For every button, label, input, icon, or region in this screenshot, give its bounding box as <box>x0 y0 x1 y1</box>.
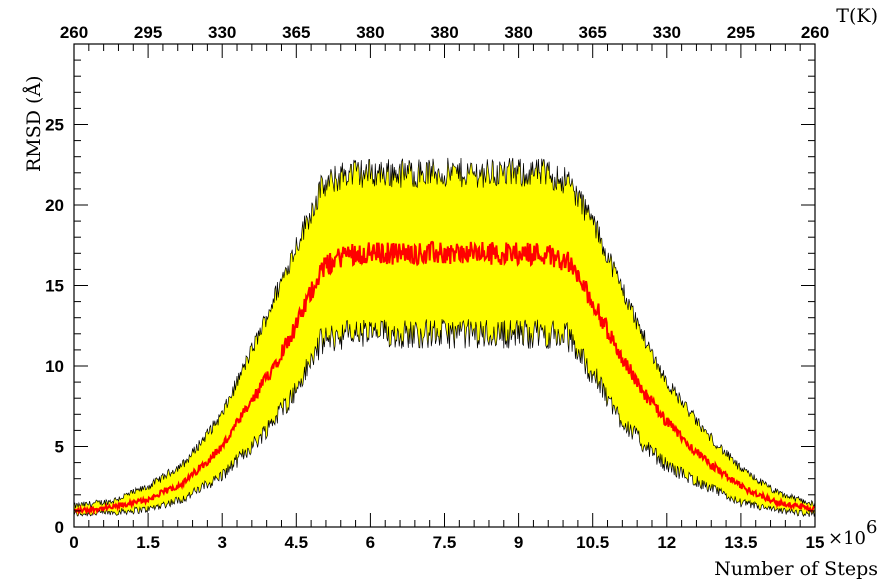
line-layer <box>73 240 816 516</box>
x-tick-label: 3 <box>217 533 226 552</box>
x-multiplier-exponent: 6 <box>866 517 877 538</box>
label-layer: 0 260 1.5 295 3 330 4.5 365 6 380 7.5 380 9 380 10.5 36… <box>45 23 829 552</box>
mean-rmsd-line <box>73 240 816 516</box>
x-tick-label: 1.5 <box>136 533 160 552</box>
top-axis-title: T(K) <box>836 5 878 27</box>
y-tick-label: 5 <box>55 438 64 457</box>
y-tick-label: 25 <box>45 116 64 135</box>
y-tick-label: 20 <box>45 196 64 215</box>
x-tick-label: 15 <box>806 533 825 552</box>
x-multiplier: ×10 <box>828 528 866 549</box>
x-tick-label: 13.5 <box>724 533 757 552</box>
x-tick-label: 12 <box>657 533 676 552</box>
y-tick-label: 0 <box>55 518 64 537</box>
top-tick-label: 260 <box>60 23 88 42</box>
rmsd-spread-band <box>74 157 815 517</box>
top-tick-label: 295 <box>727 23 755 42</box>
top-tick-label: 380 <box>430 23 458 42</box>
band-layer <box>73 157 816 518</box>
y-tick-label: 15 <box>45 277 64 296</box>
x-tick-label: 4.5 <box>284 533 308 552</box>
top-tick-label: 260 <box>801 23 829 42</box>
x-axis-title: Number of Steps <box>714 558 878 580</box>
x-tick-label: 0 <box>69 533 78 552</box>
x-tick-label: 9 <box>514 533 523 552</box>
y-axis-title: RMSD (Å) <box>23 75 45 172</box>
top-tick-label: 365 <box>282 23 310 42</box>
top-tick-label: 330 <box>653 23 681 42</box>
top-tick-label: 380 <box>504 23 532 42</box>
top-tick-label: 380 <box>356 23 384 42</box>
tick-layer <box>73 43 816 528</box>
upper-bound-line <box>73 157 816 509</box>
top-tick-label: 295 <box>134 23 162 42</box>
y-tick-label: 10 <box>45 357 64 376</box>
x-tick-label: 6 <box>366 533 375 552</box>
lower-bound-line <box>73 319 816 518</box>
x-tick-label: 10.5 <box>576 533 609 552</box>
x-tick-label: 7.5 <box>433 533 457 552</box>
top-tick-label: 330 <box>208 23 236 42</box>
top-tick-label: 365 <box>579 23 607 42</box>
